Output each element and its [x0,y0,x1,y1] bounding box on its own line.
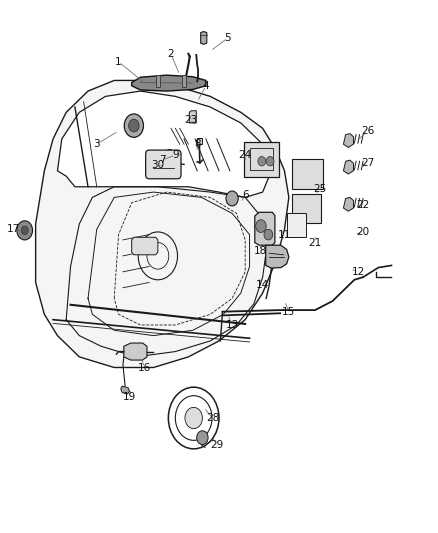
Text: 3: 3 [93,139,100,149]
Polygon shape [189,111,196,123]
Circle shape [21,226,28,235]
Polygon shape [132,75,206,91]
Text: 27: 27 [361,158,374,168]
Text: 9: 9 [172,150,179,160]
Circle shape [264,229,273,240]
Text: 22: 22 [357,200,370,211]
Text: 11: 11 [278,230,291,240]
FancyBboxPatch shape [244,142,279,176]
Circle shape [129,119,139,132]
Text: 25: 25 [313,184,326,195]
FancyBboxPatch shape [287,213,306,237]
Text: 26: 26 [361,126,374,136]
Text: 12: 12 [352,267,365,277]
Circle shape [197,431,208,445]
Text: 5: 5 [224,33,231,43]
Text: 15: 15 [282,306,296,317]
Text: 24: 24 [239,150,252,160]
Circle shape [258,157,266,166]
Polygon shape [255,212,275,245]
Text: 13: 13 [226,320,239,330]
Circle shape [226,191,238,206]
Text: 23: 23 [184,115,197,125]
Polygon shape [132,237,158,255]
Polygon shape [197,138,202,144]
FancyBboxPatch shape [292,194,321,223]
Text: 2: 2 [168,49,174,59]
Text: 29: 29 [210,440,223,450]
Circle shape [266,157,274,166]
FancyBboxPatch shape [292,159,323,189]
Text: 1: 1 [115,57,122,67]
Text: 19: 19 [123,392,136,402]
Circle shape [185,407,202,429]
Circle shape [124,114,144,138]
Text: 20: 20 [357,227,370,237]
Polygon shape [343,134,353,148]
Circle shape [256,220,266,232]
Circle shape [17,221,32,240]
Polygon shape [124,343,147,360]
Text: 16: 16 [138,362,152,373]
Polygon shape [57,91,272,197]
Polygon shape [121,386,130,394]
Text: 7: 7 [159,155,166,165]
Text: 30: 30 [151,160,164,171]
Text: 21: 21 [308,238,321,247]
Text: 8: 8 [194,139,201,149]
Text: 17: 17 [7,224,21,235]
Polygon shape [182,75,186,87]
Text: 28: 28 [206,413,219,423]
Text: 14: 14 [256,280,269,290]
FancyBboxPatch shape [146,150,181,179]
Polygon shape [155,75,160,87]
Text: 18: 18 [254,246,267,255]
Polygon shape [201,31,207,44]
Circle shape [164,150,175,163]
Polygon shape [266,245,289,268]
Polygon shape [343,160,353,174]
Polygon shape [35,80,289,368]
Polygon shape [343,197,353,211]
Text: 4: 4 [203,81,209,91]
Text: 6: 6 [242,190,248,200]
